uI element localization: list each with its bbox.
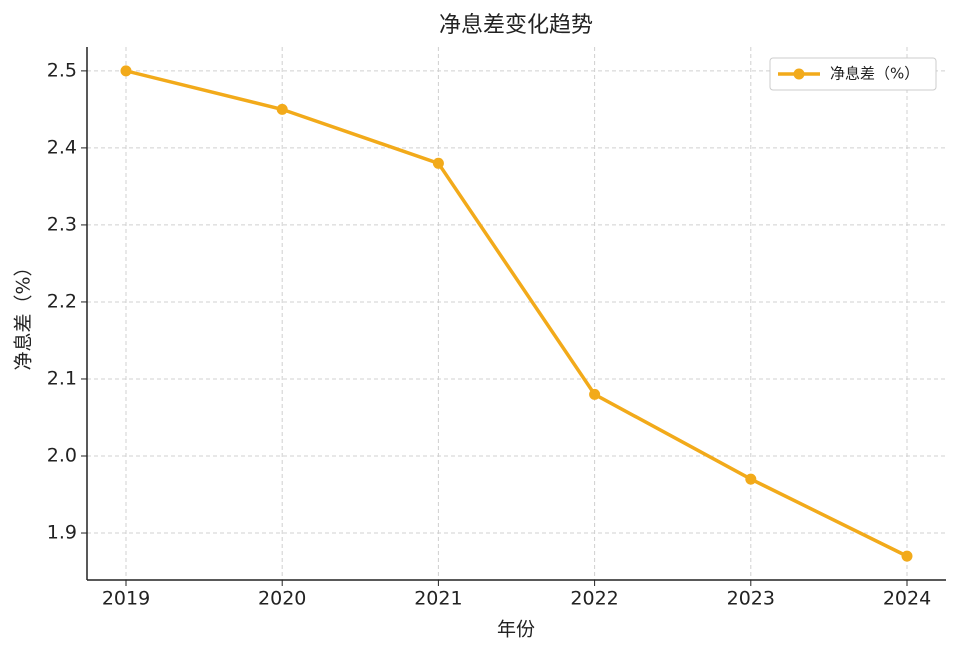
- x-axis-label: 年份: [497, 619, 535, 641]
- point: [745, 473, 757, 485]
- x-tick-label: 2023: [727, 588, 775, 610]
- y-tick-label: 2.0: [47, 444, 77, 466]
- line: [125, 69, 908, 558]
- y-tick-label: 2.2: [47, 290, 77, 312]
- y-tick-label: 2.1: [47, 367, 77, 389]
- legend-marker: [793, 68, 805, 80]
- legend-box: [769, 57, 937, 91]
- x-tick-label: 2019: [102, 588, 150, 610]
- legend-label: 净息差（%）: [830, 65, 919, 83]
- point: [432, 157, 444, 169]
- point: [901, 550, 913, 562]
- point: [276, 103, 288, 115]
- y-axis-label: 净息差（%）: [13, 257, 35, 370]
- point: [120, 65, 132, 77]
- x-tick-label: 2024: [883, 588, 931, 610]
- y-tick-label: 2.5: [47, 59, 77, 81]
- y-tick-label: 2.3: [47, 213, 77, 235]
- chart-title: 净息差变化趋势: [439, 13, 593, 38]
- y-tick-label: 1.9: [47, 522, 77, 544]
- x-tick-label: 2021: [414, 588, 462, 610]
- y-tick-label: 2.4: [47, 136, 77, 158]
- x-tick-label: 2020: [258, 588, 306, 610]
- point: [589, 388, 601, 400]
- x-tick-label: 2022: [570, 588, 618, 610]
